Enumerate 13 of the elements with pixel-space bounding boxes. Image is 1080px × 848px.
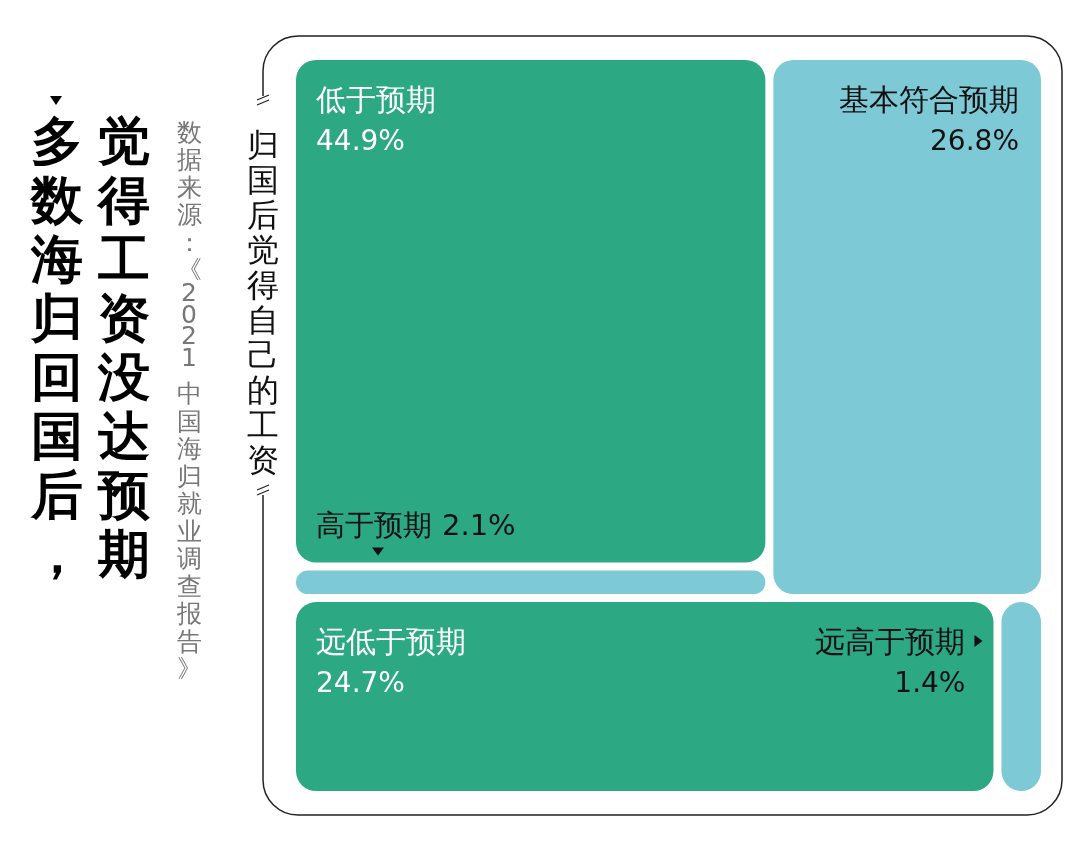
category-label: 基本符合预期 [839, 82, 1019, 117]
data-label: 1.4% [894, 666, 966, 700]
category-label: 远高于预期 [815, 624, 966, 660]
category-label: 远低于预期 [316, 624, 466, 660]
data-label: 2.1% [442, 507, 516, 542]
text: 归国后觉得自己的工资 [247, 125, 279, 479]
text: 数据来源：《2021 中国海归就业调查报告》 [176, 117, 202, 684]
category-label: 低于预期 [316, 82, 436, 117]
data-label: 44.9% [316, 124, 405, 157]
chart-title: 多数海归回国后，觉得工资没达预期 [31, 111, 150, 584]
data-label: 24.7% [316, 666, 405, 700]
category-label: 高于预期 [316, 507, 432, 542]
data-label: 26.8% [930, 124, 1019, 157]
